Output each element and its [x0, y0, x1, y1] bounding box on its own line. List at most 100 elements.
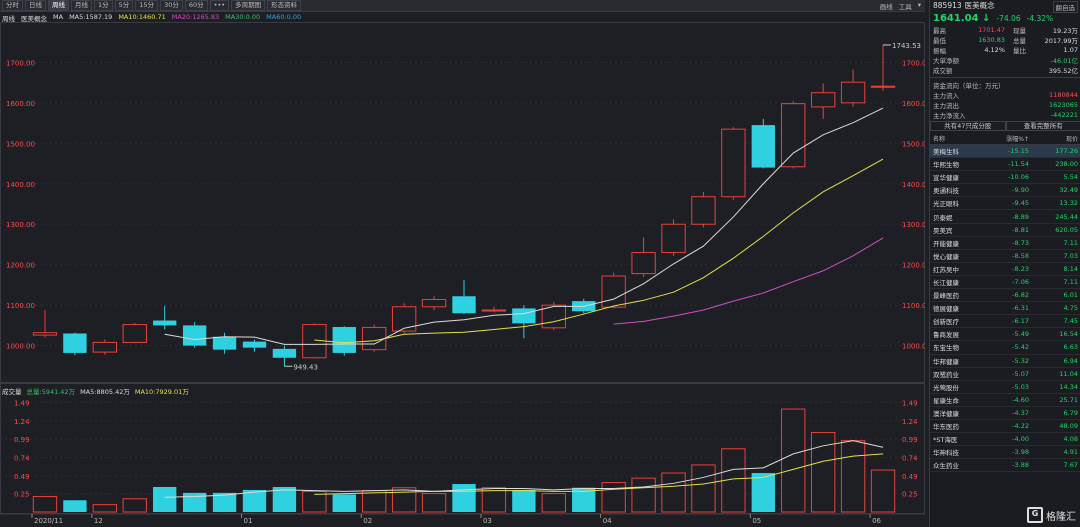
table-row[interactable]: *ST海医 -4.00 4.08 [930, 433, 1080, 447]
volume-ma5: MA5:8805.42万 [80, 388, 130, 396]
y-tick-right: 1300.00 [902, 221, 925, 229]
volume-ma5-line [164, 440, 884, 498]
high-label: 1743.53 [892, 42, 921, 50]
table-row[interactable]: 景峰医药 -6.82 6.01 [930, 289, 1080, 303]
table-row[interactable]: 悦心健康 -8.58 7.03 [930, 250, 1080, 263]
period-button-1[interactable]: 日线 [25, 0, 46, 11]
watermark-text: 格隆汇 [1046, 511, 1076, 523]
volume-bar-up [661, 472, 686, 513]
table-row[interactable]: 光正眼科 -9.45 13.32 [930, 197, 1080, 211]
toolbar-right-2[interactable]: ▾ [917, 1, 921, 9]
toolbar-right-0[interactable]: 画线 [879, 3, 893, 11]
table-row[interactable]: 星康生命 -4.60 25.71 [930, 394, 1080, 407]
period-button-4[interactable]: 1分 [94, 0, 113, 11]
table-row[interactable]: 奥通科技 -9.90 32.49 [930, 184, 1080, 198]
volume-bar-up [631, 477, 656, 513]
constituent-table: 美梅生科 -15.15 177.26 华熙生物 -11.54 238.00 宣华健康 -10.… [930, 145, 1080, 473]
candle-body-up [691, 196, 716, 225]
table-row[interactable]: 华熙生物 -11.54 238.00 [930, 158, 1080, 172]
chart-toolbar: 分时 日线 周线 月线 1分 5分 15分 30分 60分 ••• 多周期图 形态资料 画线 工具 ▾ [0, 0, 925, 12]
x-tick-label: 12 [94, 517, 103, 525]
volume-title: 成交量 [2, 388, 22, 396]
volume-bar-down [512, 489, 536, 512]
volume-tick-left: 0.25 [14, 491, 30, 499]
x-tick-label: 05 [752, 517, 761, 525]
volume-bar-up [421, 493, 447, 513]
period-button-5[interactable]: 5分 [114, 0, 134, 11]
volume-tick-right: 1.49 [902, 399, 918, 407]
y-tick-right: 1500.00 [902, 140, 925, 148]
flow-row: 主力流入 1180844 [933, 91, 1078, 100]
volume-bar-up [691, 464, 716, 513]
period-button-3[interactable]: 月线 [71, 0, 92, 11]
ma10-line [314, 158, 884, 344]
volume-bar-up [601, 482, 626, 513]
table-row[interactable]: 鲁商发展 -5.49 16.54 [930, 328, 1080, 342]
period-button-10[interactable]: 多周期图 [231, 0, 266, 11]
table-row[interactable]: 澳洋健康 -4.37 6.79 [930, 407, 1080, 420]
table-row[interactable]: 双鹭药业 -5.07 11.04 [930, 368, 1080, 381]
candle-body-down [242, 341, 267, 348]
candle-body-down [153, 320, 177, 326]
table-row[interactable]: 光莺股份 -5.03 14.34 [930, 381, 1080, 394]
y-tick-left: 1700.00 [6, 59, 35, 67]
volume-bar-up [122, 498, 147, 513]
volume-ma10-line [314, 453, 884, 495]
index-code: 885913 [933, 1, 962, 10]
table-row[interactable]: 昊美宾 -8.81 620.05 [930, 224, 1080, 237]
table-row[interactable]: 长江健康 -7.06 7.11 [930, 276, 1080, 290]
table-row[interactable]: 美梅生科 -15.15 177.26 [930, 145, 1080, 159]
col-price[interactable]: 现价 [1065, 136, 1078, 143]
flow-block: 主力流入 1180844 主力流出 1623065 主力净流入 -442221 [930, 90, 1080, 120]
y-tick-right: 1200.00 [902, 262, 925, 270]
table-row[interactable]: 东宝生物 -5.42 6.63 [930, 341, 1080, 355]
volume-bar-up [481, 487, 507, 513]
kline-chart[interactable]: 1700.00 1700.00 1600.00 1600.00 1500.00 1500.… [0, 0, 925, 527]
table-row[interactable]: 创新医疗 -6.17 7.45 [930, 315, 1080, 329]
table-row[interactable]: 华邦健康 -5.32 6.94 [930, 355, 1080, 368]
candle-body-up [721, 128, 746, 198]
col-name[interactable]: 名称 [933, 136, 946, 143]
watermark: G 格隆汇 [1027, 507, 1076, 523]
price-row: 1641.04 ↓ -74.06 -4.32% [930, 11, 1080, 25]
tab-view-all[interactable]: 查看完整所有 [1005, 121, 1080, 131]
period-button-8[interactable]: 60分 [184, 0, 208, 11]
table-row[interactable]: 贝泰妮 -8.89 245.44 [930, 210, 1080, 224]
y-tick-right: 1400.00 [902, 181, 925, 189]
table-row[interactable]: 宣华健康 -10.06 5.54 [930, 171, 1080, 185]
candle-body-up [870, 85, 896, 88]
volume-tick-right: 1.24 [902, 418, 918, 426]
stat-row: 成交额 395.52亿 [933, 67, 1078, 75]
volume-tick-left: 0.74 [14, 455, 30, 463]
volume-bar-down [332, 494, 356, 512]
watermark-logo-icon: G [1027, 507, 1043, 523]
table-row[interactable]: 华东医药 -4.22 48.09 [930, 420, 1080, 434]
toolbar-right-1[interactable]: 工具 [898, 3, 912, 11]
col-pct[interactable]: 涨幅%↑ [1006, 136, 1029, 143]
table-row[interactable]: 红苏吴中 -8.23 8.14 [930, 263, 1080, 276]
candle-body-up [32, 332, 58, 336]
period-button-0[interactable]: 分时 [2, 0, 23, 11]
kline-frame [0, 22, 925, 383]
table-row[interactable]: 众生药业 -3.88 7.67 [930, 459, 1080, 473]
period-button-11[interactable]: 形态资料 [267, 0, 302, 11]
candle-body-down [452, 296, 476, 314]
period-button-7[interactable]: 30分 [160, 0, 183, 11]
y-tick-right: 1000.00 [902, 343, 925, 351]
table-row[interactable]: 华神科技 -3.98 4.91 [930, 446, 1080, 460]
volume-tick-left: 1.49 [14, 399, 30, 407]
period-button-9[interactable]: ••• [209, 0, 230, 11]
period-button-6[interactable]: 15分 [135, 0, 159, 11]
volume-bar-down [182, 492, 207, 512]
constituent-tabs: 共有47只成分股 查看完整所有 [930, 121, 1080, 131]
volume-total: 总量:5941.42万 [26, 388, 76, 396]
volume-tick-right: 0.74 [902, 455, 918, 463]
table-row[interactable]: 德展健康 -6.31 4.75 [930, 302, 1080, 316]
table-row[interactable]: 开能健康 -8.73 7.11 [930, 237, 1080, 250]
tab-constituents[interactable]: 共有47只成分股 [930, 121, 1006, 131]
volume-bar-down [272, 486, 297, 512]
period-button-2[interactable]: 周线 [48, 0, 69, 11]
y-tick-left: 1100.00 [6, 302, 35, 310]
add-watchlist-button[interactable]: 翻自选 [1052, 1, 1078, 13]
volume-bar-down [572, 487, 596, 512]
